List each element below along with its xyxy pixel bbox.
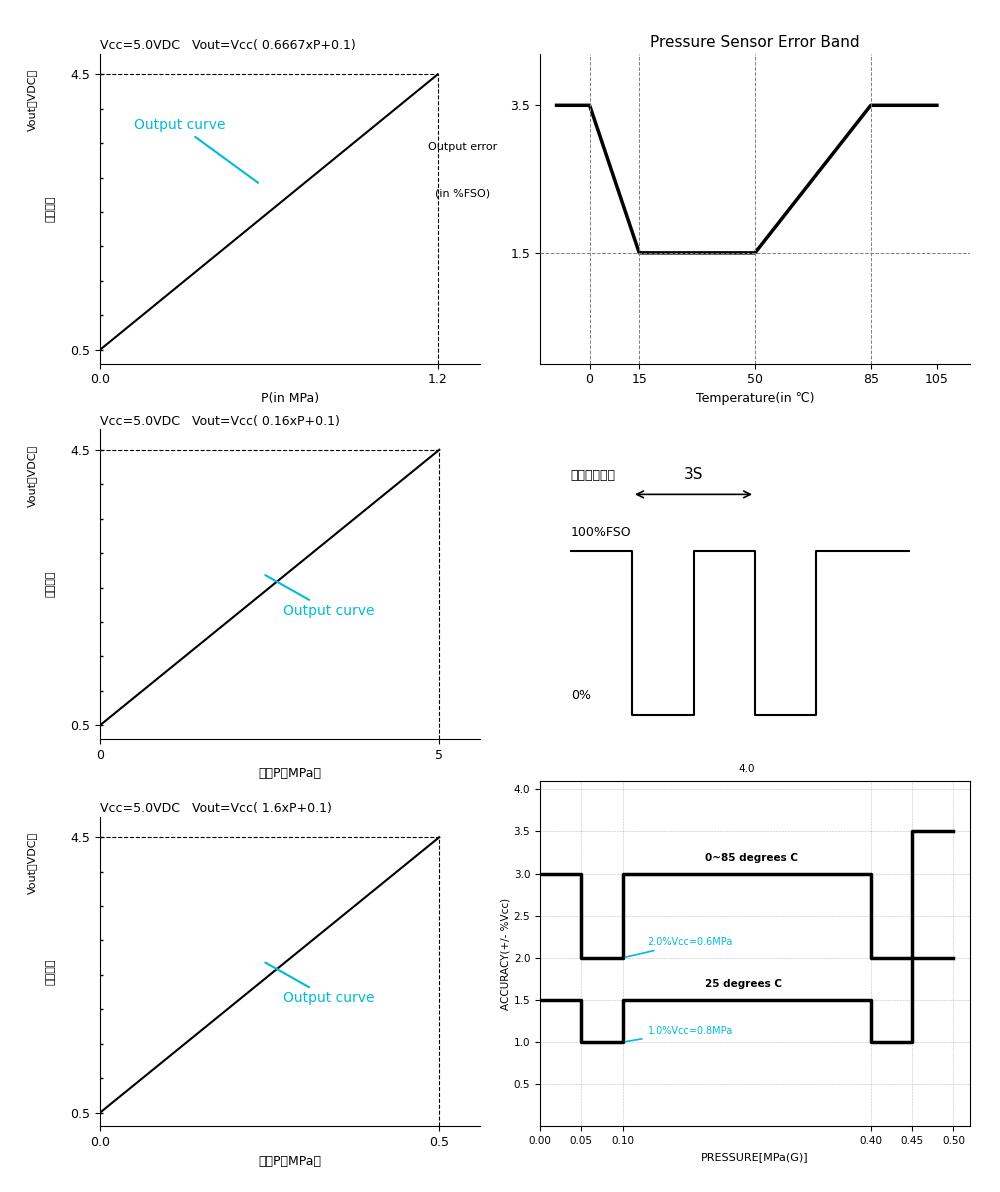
Text: 3S: 3S xyxy=(684,467,703,482)
X-axis label: 压力P（MPa）: 压力P（MPa） xyxy=(258,768,322,781)
Text: 输出电压: 输出电压 xyxy=(46,195,56,222)
Y-axis label: ACCURACY(+/- %Vcc): ACCURACY(+/- %Vcc) xyxy=(501,898,511,1010)
Text: 2.0%Vcc=0.6MPa: 2.0%Vcc=0.6MPa xyxy=(625,937,733,957)
Text: Vout（VDC）: Vout（VDC） xyxy=(27,832,37,894)
Text: Output curve: Output curve xyxy=(134,118,258,182)
Text: Vcc=5.0VDC   Vout=Vcc( 1.6xP+0.1): Vcc=5.0VDC Vout=Vcc( 1.6xP+0.1) xyxy=(100,802,332,815)
Text: 输出电压: 输出电压 xyxy=(46,958,56,985)
Text: 100%FSO: 100%FSO xyxy=(571,526,631,539)
Text: Output curve: Output curve xyxy=(265,962,375,1006)
Text: 压力循环测试: 压力循环测试 xyxy=(571,470,616,482)
X-axis label: Temperature(in ℃): Temperature(in ℃) xyxy=(696,392,814,405)
X-axis label: 压力P（MPa）: 压力P（MPa） xyxy=(258,1155,322,1168)
Text: Output error: Output error xyxy=(428,142,497,151)
Text: 25 degrees C: 25 degrees C xyxy=(705,980,782,989)
Text: 输出电压: 输出电压 xyxy=(46,571,56,597)
Text: Vcc=5.0VDC   Vout=Vcc( 0.6667xP+0.1): Vcc=5.0VDC Vout=Vcc( 0.6667xP+0.1) xyxy=(100,39,356,52)
Text: 0%: 0% xyxy=(571,689,591,702)
X-axis label: P(in MPa): P(in MPa) xyxy=(261,392,319,405)
Text: Vout（VDC）: Vout（VDC） xyxy=(27,445,37,507)
Text: Vout（VDC）: Vout（VDC） xyxy=(27,69,37,131)
Text: 4.0: 4.0 xyxy=(738,764,755,774)
Text: Output curve: Output curve xyxy=(265,575,375,619)
Text: 0~85 degrees C: 0~85 degrees C xyxy=(705,852,798,863)
Text: (in %FSO): (in %FSO) xyxy=(435,188,490,198)
Title: Pressure Sensor Error Band: Pressure Sensor Error Band xyxy=(650,35,860,50)
Text: Vcc=5.0VDC   Vout=Vcc( 0.16xP+0.1): Vcc=5.0VDC Vout=Vcc( 0.16xP+0.1) xyxy=(100,415,340,428)
Text: 1.0%Vcc=0.8MPa: 1.0%Vcc=0.8MPa xyxy=(625,1025,733,1042)
X-axis label: PRESSURE[MPa(G)]: PRESSURE[MPa(G)] xyxy=(701,1151,809,1162)
